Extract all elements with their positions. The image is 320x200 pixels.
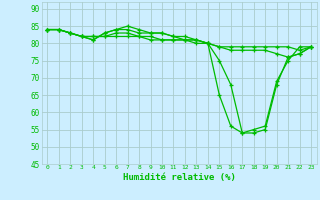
X-axis label: Humidité relative (%): Humidité relative (%) (123, 173, 236, 182)
